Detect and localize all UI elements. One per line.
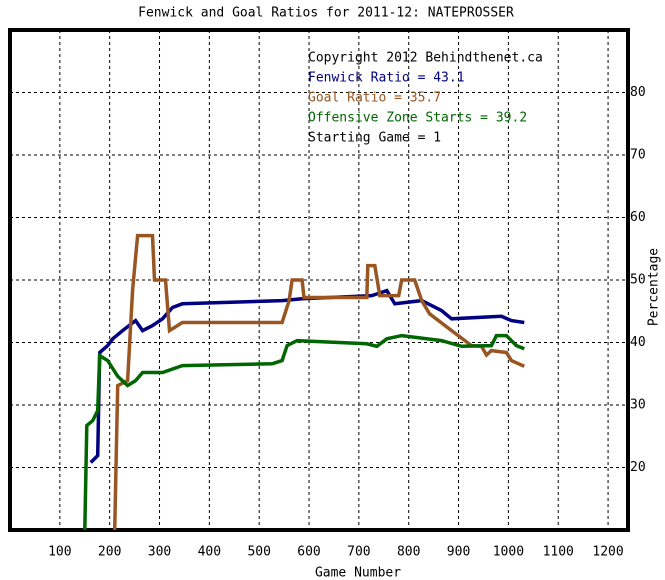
annotation: Starting Game = 1	[308, 131, 441, 146]
y-tick-label: 60	[630, 210, 646, 225]
annotation: Fenwick Ratio = 43.1	[308, 71, 465, 86]
y-tick-label: 50	[630, 273, 646, 288]
x-tick-label: 400	[198, 545, 221, 560]
x-tick-label: 800	[397, 545, 420, 560]
series-line	[89, 288, 525, 464]
y-tick-label: 30	[630, 398, 646, 413]
y-axis-label: Percentage	[647, 248, 662, 326]
annotation: Offensive Zone Starts = 39.2	[308, 111, 527, 126]
x-tick-label: 500	[247, 545, 270, 560]
x-tick-label: 1000	[493, 545, 524, 560]
chart-title: Fenwick and Goal Ratios for 2011-12: NAT…	[138, 6, 514, 21]
x-axis-label: Game Number	[315, 566, 401, 580]
x-tick-label: 100	[48, 545, 71, 560]
y-tick-label: 70	[630, 148, 646, 163]
y-tick-label: 40	[630, 335, 646, 350]
x-tick-label: 900	[447, 545, 470, 560]
x-tick-label: 1200	[592, 545, 623, 560]
x-tick-label: 600	[297, 545, 320, 560]
x-tick-label: 1100	[543, 545, 574, 560]
x-tick-label: 200	[98, 545, 121, 560]
x-tick-label: 700	[347, 545, 370, 560]
x-tick-label: 300	[148, 545, 171, 560]
annotation: Goal Ratio = 35.7	[308, 91, 441, 106]
series-line	[83, 333, 525, 531]
y-tick-label: 80	[630, 85, 646, 100]
plot-frame	[8, 28, 630, 532]
y-tick-label: 20	[630, 460, 646, 475]
annotation: Copyright 2012 Behindthenet.ca	[308, 51, 543, 66]
